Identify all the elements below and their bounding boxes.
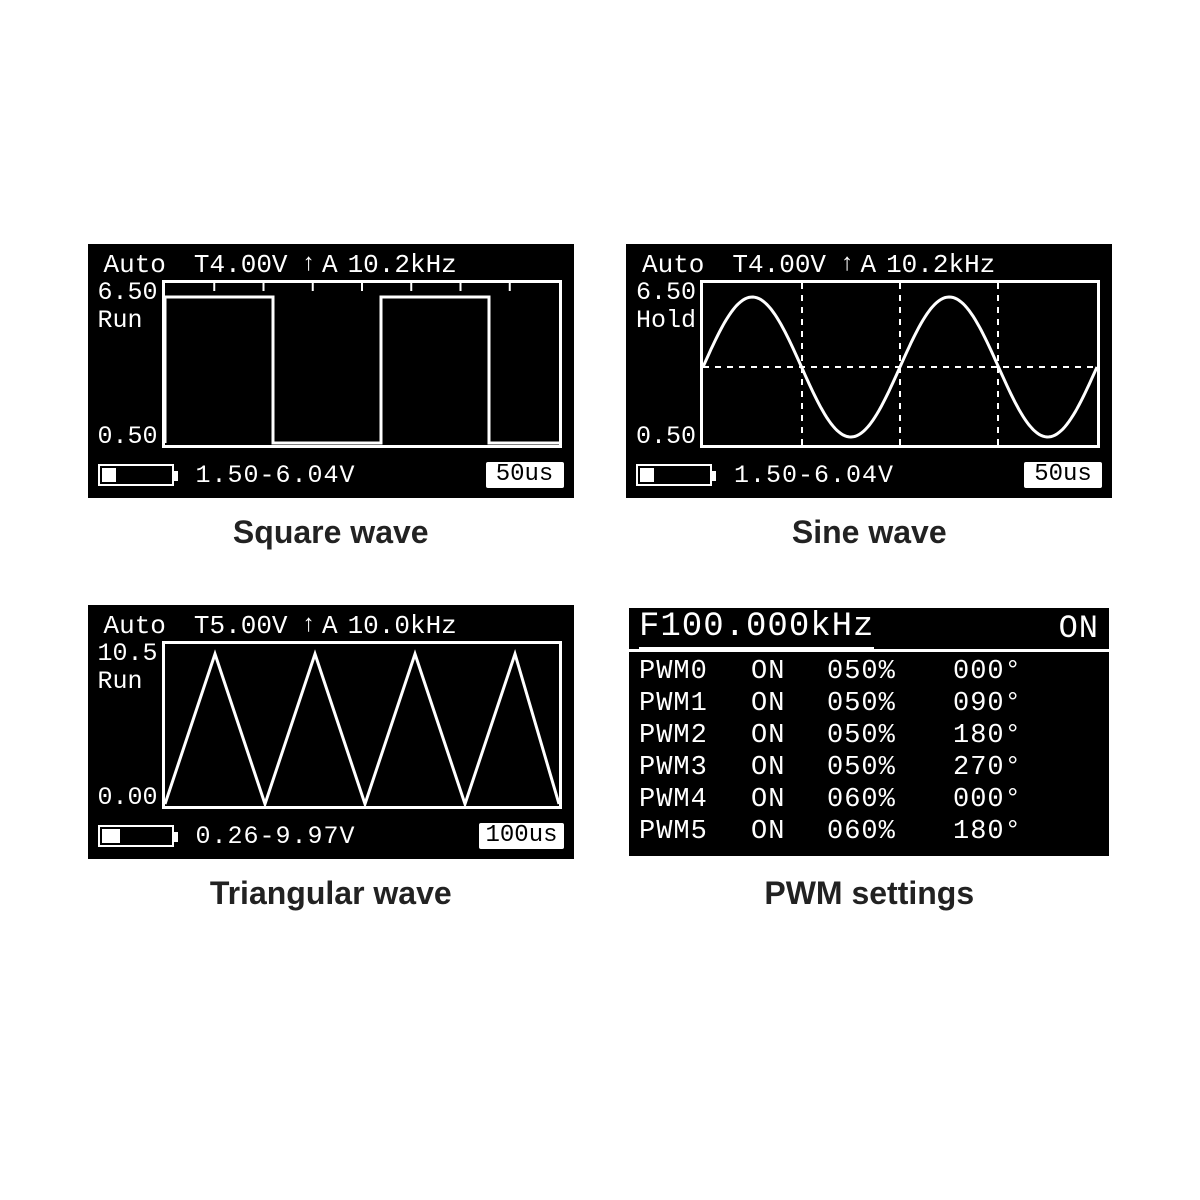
pwm-row[interactable]: PWM1 ON 050% 090° bbox=[639, 688, 1099, 720]
pwm-channel: PWM2 bbox=[639, 720, 731, 752]
run-state: Run bbox=[98, 669, 158, 695]
pwm-row[interactable]: PWM4 ON 060% 000° bbox=[639, 784, 1099, 816]
voltage-range: 0.26-9.97V bbox=[196, 822, 356, 851]
screen-triangle: Auto T5.00V ↑ A 10.0kHz 10.5 Run 0.00 0.… bbox=[88, 605, 574, 859]
canvas: Auto T4.00V ↑ A 10.2kHz 6.50 Run 0.50 1.… bbox=[0, 0, 1200, 1200]
trigger-volt: T4.00V bbox=[732, 250, 826, 280]
pwm-channel: PWM3 bbox=[639, 752, 731, 784]
y-max: 6.50 bbox=[98, 280, 158, 306]
caption-square: Square wave bbox=[88, 514, 575, 551]
pwm-channel: PWM4 bbox=[639, 784, 731, 816]
run-state: Run bbox=[98, 308, 158, 334]
y-axis-labels: 10.5 Run 0.00 bbox=[98, 641, 158, 695]
measured-freq: 10.0kHz bbox=[348, 611, 457, 641]
pwm-state: ON bbox=[751, 784, 807, 816]
measured-freq: 10.2kHz bbox=[348, 250, 457, 280]
bottom-bar: 0.26-9.97V 100us bbox=[98, 821, 564, 851]
pwm-phase: 090° bbox=[953, 688, 1053, 720]
pwm-channel: PWM1 bbox=[639, 688, 731, 720]
run-state: Hold bbox=[636, 308, 696, 334]
coupling-mode: A bbox=[860, 250, 876, 280]
caption-pwm: PWM settings bbox=[626, 875, 1113, 912]
triangle-wave bbox=[165, 644, 559, 806]
trigger-volt: T5.00V bbox=[194, 611, 288, 641]
mode-auto: Auto bbox=[104, 250, 166, 280]
y-min: 0.00 bbox=[98, 785, 158, 811]
measured-freq: 10.2kHz bbox=[886, 250, 995, 280]
sine-wave bbox=[703, 283, 1097, 445]
pwm-phase: 180° bbox=[953, 720, 1053, 752]
battery-icon bbox=[98, 464, 174, 486]
y-min: 0.50 bbox=[98, 424, 158, 450]
pwm-frequency[interactable]: F100.000kHz bbox=[639, 608, 874, 650]
waveform-box bbox=[162, 280, 562, 448]
topbar: Auto T4.00V ↑ A 10.2kHz bbox=[642, 250, 1102, 280]
square-wave bbox=[165, 283, 559, 445]
coupling-mode: A bbox=[322, 611, 338, 641]
waveform-box bbox=[162, 641, 562, 809]
caption-triangle: Triangular wave bbox=[88, 875, 575, 912]
topbar: Auto T5.00V ↑ A 10.0kHz bbox=[104, 611, 564, 641]
timebase-badge: 50us bbox=[486, 462, 564, 488]
mode-auto: Auto bbox=[642, 250, 704, 280]
screen-sine: Auto T4.00V ↑ A 10.2kHz 6.50 Hold 0.50 1… bbox=[626, 244, 1112, 498]
pwm-state: ON bbox=[751, 752, 807, 784]
pwm-phase: 180° bbox=[953, 816, 1053, 848]
pwm-state: ON bbox=[751, 816, 807, 848]
voltage-range: 1.50-6.04V bbox=[196, 461, 356, 490]
voltage-range: 1.50-6.04V bbox=[734, 461, 894, 490]
pwm-state: ON bbox=[751, 720, 807, 752]
pwm-master-onoff[interactable]: ON bbox=[1059, 610, 1099, 647]
topbar: Auto T4.00V ↑ A 10.2kHz bbox=[104, 250, 564, 280]
y-min: 0.50 bbox=[636, 424, 696, 450]
trigger-edge-icon: ↑ bbox=[302, 251, 316, 278]
pwm-row[interactable]: PWM5 ON 060% 180° bbox=[639, 816, 1099, 848]
pwm-row[interactable]: PWM2 ON 050% 180° bbox=[639, 720, 1099, 752]
pwm-duty: 050% bbox=[827, 752, 933, 784]
y-axis-labels: 6.50 Hold 0.50 bbox=[636, 280, 696, 334]
y-max: 10.5 bbox=[98, 641, 158, 667]
mode-auto: Auto bbox=[104, 611, 166, 641]
bottom-bar: 1.50-6.04V 50us bbox=[636, 460, 1102, 490]
pwm-phase: 000° bbox=[953, 656, 1053, 688]
pwm-rows: PWM0 ON 050% 000° PWM1 ON 050% 090° PWM2 ON 050% 18… bbox=[629, 652, 1109, 854]
coupling-mode: A bbox=[322, 250, 338, 280]
waveform-box bbox=[700, 280, 1100, 448]
pwm-phase: 270° bbox=[953, 752, 1053, 784]
pwm-channel: PWM5 bbox=[639, 816, 731, 848]
trigger-edge-icon: ↑ bbox=[302, 612, 316, 639]
pwm-row[interactable]: PWM3 ON 050% 270° bbox=[639, 752, 1099, 784]
pwm-duty: 060% bbox=[827, 816, 933, 848]
pwm-duty: 050% bbox=[827, 688, 933, 720]
pwm-row[interactable]: PWM0 ON 050% 000° bbox=[639, 656, 1099, 688]
y-axis-labels: 6.50 Run 0.50 bbox=[98, 280, 158, 334]
screens-grid: Auto T4.00V ↑ A 10.2kHz 6.50 Run 0.50 1.… bbox=[88, 244, 1113, 956]
timebase-badge: 50us bbox=[1024, 462, 1102, 488]
pwm-channel: PWM0 bbox=[639, 656, 731, 688]
trigger-edge-icon: ↑ bbox=[840, 251, 854, 278]
trigger-volt: T4.00V bbox=[194, 250, 288, 280]
battery-icon bbox=[636, 464, 712, 486]
pwm-header: F100.000kHz ON bbox=[629, 608, 1109, 652]
caption-sine: Sine wave bbox=[626, 514, 1113, 551]
pwm-phase: 000° bbox=[953, 784, 1053, 816]
y-max: 6.50 bbox=[636, 280, 696, 306]
pwm-duty: 060% bbox=[827, 784, 933, 816]
pwm-state: ON bbox=[751, 688, 807, 720]
screen-pwm: F100.000kHz ON PWM0ON050%000°PWM1ON050%0… bbox=[626, 605, 1112, 859]
pwm-duty: 050% bbox=[827, 720, 933, 752]
bottom-bar: 1.50-6.04V 50us bbox=[98, 460, 564, 490]
screen-square: Auto T4.00V ↑ A 10.2kHz 6.50 Run 0.50 1.… bbox=[88, 244, 574, 498]
timebase-badge: 100us bbox=[479, 823, 563, 849]
pwm-duty: 050% bbox=[827, 656, 933, 688]
pwm-state: ON bbox=[751, 656, 807, 688]
battery-icon bbox=[98, 825, 174, 847]
